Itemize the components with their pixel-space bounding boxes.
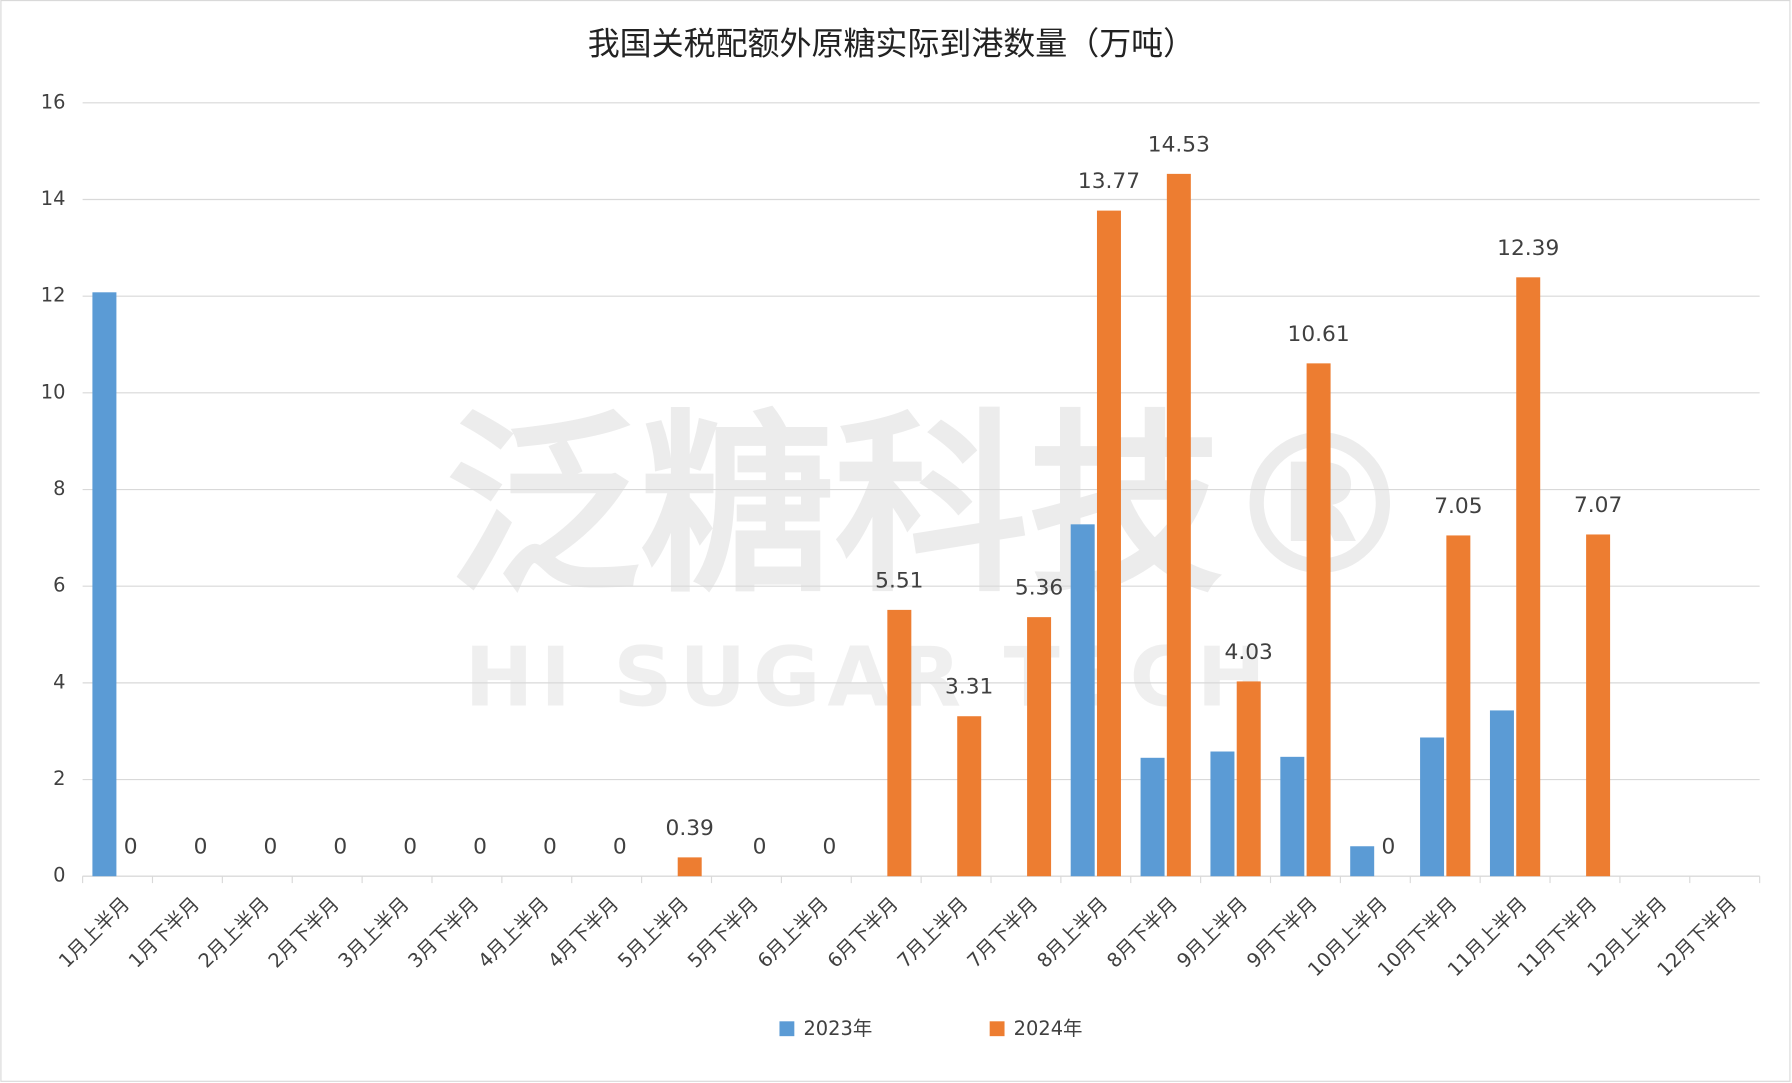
bar (1166, 173, 1191, 877)
bar (1420, 737, 1445, 877)
data-label: 0 (1382, 835, 1396, 860)
bar (1027, 617, 1052, 877)
bar (957, 716, 982, 877)
y-tick-label: 4 (53, 670, 65, 693)
data-label: 0 (124, 835, 138, 860)
y-tick-label: 16 (41, 90, 66, 113)
data-label: 10.61 (1288, 322, 1350, 347)
y-tick-label: 0 (53, 864, 65, 887)
y-tick-label: 14 (41, 187, 66, 210)
bar (1516, 277, 1541, 877)
data-label: 5.36 (1015, 576, 1063, 601)
data-label: 12.39 (1497, 236, 1559, 261)
bar (1306, 363, 1331, 877)
data-label: 13.77 (1078, 169, 1140, 194)
bar (887, 609, 912, 877)
chart-title: 我国关税配额外原糖实际到港数量（万吨） (588, 25, 1195, 63)
bar (677, 857, 702, 877)
y-tick-label: 10 (41, 380, 66, 403)
data-label: 0 (613, 835, 627, 860)
bar (1140, 757, 1165, 877)
watermark: HI SUGAR TECH (465, 631, 1273, 726)
bar (1280, 756, 1305, 877)
bar (1489, 710, 1514, 877)
bar (1236, 681, 1261, 877)
legend-label: 2024年 (1014, 1017, 1083, 1040)
bar (92, 292, 117, 877)
data-label: 0 (194, 835, 208, 860)
data-label: 0 (333, 835, 347, 860)
data-label: 0.39 (666, 816, 714, 841)
bar (1350, 846, 1375, 877)
data-label: 0 (543, 835, 557, 860)
bar (1586, 534, 1611, 877)
data-label: 14.53 (1148, 132, 1210, 157)
y-tick-label: 2 (53, 767, 65, 790)
y-tick-label: 6 (53, 574, 65, 597)
legend-swatch (989, 1021, 1005, 1037)
watermark: 泛糖科技® (446, 393, 1417, 619)
legend-swatch (779, 1021, 795, 1037)
data-label: 7.05 (1434, 494, 1482, 519)
legend-label: 2023年 (803, 1017, 872, 1040)
data-label: 0 (823, 835, 837, 860)
data-label: 5.51 (875, 568, 923, 593)
bar (1446, 535, 1471, 877)
data-label: 0 (473, 835, 487, 860)
data-label: 4.03 (1225, 640, 1273, 665)
data-label: 0 (753, 835, 767, 860)
data-label: 0 (264, 835, 278, 860)
data-label: 7.07 (1574, 493, 1622, 518)
bar (1070, 524, 1095, 877)
y-tick-label: 12 (41, 284, 66, 307)
data-label: 0 (403, 835, 417, 860)
bar (1210, 751, 1235, 877)
bar (1096, 210, 1121, 877)
data-label: 3.31 (945, 675, 993, 700)
y-tick-label: 8 (53, 477, 65, 500)
